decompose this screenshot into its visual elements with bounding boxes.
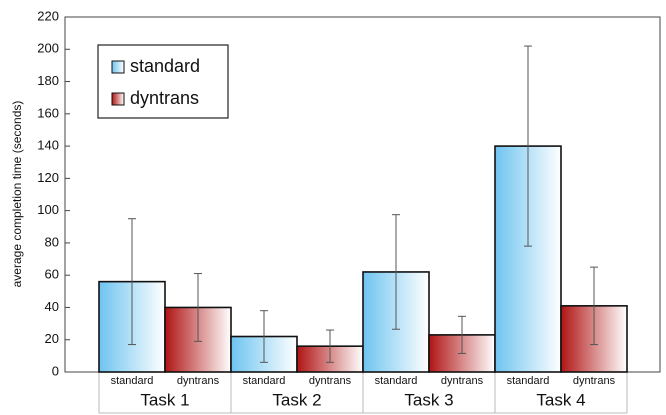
- bar-sub-label: dyntrans: [177, 375, 220, 387]
- y-tick-label: 140: [37, 138, 59, 153]
- legend-label: standard: [130, 56, 200, 76]
- legend-swatch: [111, 60, 125, 74]
- legend-box: [97, 44, 229, 119]
- y-tick-label: 100: [37, 202, 59, 217]
- y-tick-label: 20: [45, 331, 59, 346]
- bar-sub-label: dyntrans: [309, 375, 352, 387]
- x-tick-label: Task 2: [272, 390, 321, 409]
- x-tick-label: Task 1: [140, 390, 189, 409]
- bar-sub-label: standard: [111, 375, 154, 387]
- y-tick-label: 0: [52, 363, 59, 378]
- y-tick-label: 180: [37, 73, 59, 88]
- x-tick-label: Task 4: [536, 390, 585, 409]
- legend-swatch: [111, 92, 125, 106]
- bar-sub-label: standard: [243, 375, 286, 387]
- y-tick-label: 40: [45, 299, 59, 314]
- y-tick-label: 200: [37, 41, 59, 56]
- y-tick-label: 80: [45, 234, 59, 249]
- x-tick-label: Task 3: [404, 390, 453, 409]
- y-tick-label: 220: [37, 8, 59, 23]
- bar-sub-label: dyntrans: [441, 375, 484, 387]
- y-tick-label: 120: [37, 170, 59, 185]
- bar-sub-label: standard: [507, 375, 550, 387]
- bar-sub-label: standard: [375, 375, 418, 387]
- y-axis-label: average completion time (seconds): [10, 101, 24, 288]
- legend-label: dyntrans: [130, 88, 199, 108]
- y-tick-label: 60: [45, 267, 59, 282]
- y-tick-label: 160: [37, 105, 59, 120]
- bar-sub-label: dyntrans: [573, 375, 616, 387]
